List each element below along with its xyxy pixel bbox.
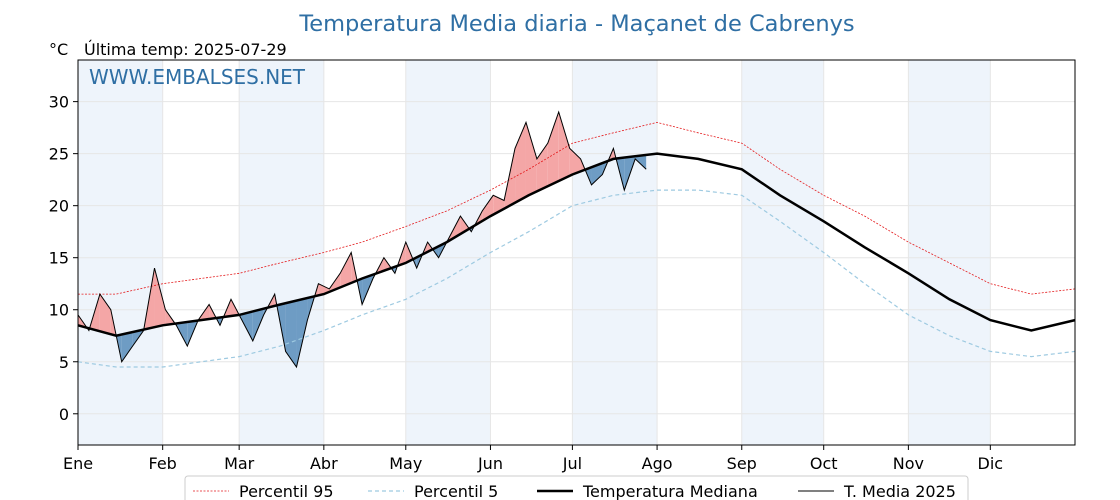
x-tick-label: Jul <box>562 454 582 473</box>
below-median-fill <box>635 154 647 170</box>
x-tick-label: Oct <box>810 454 838 473</box>
x-tick-label: Jun <box>477 454 503 473</box>
y-tick-label: 25 <box>49 145 69 164</box>
y-unit-label: °C <box>49 40 68 59</box>
above-median-fill <box>482 195 494 221</box>
plot-frame <box>77 59 1076 446</box>
y-tick-label: 5 <box>59 353 69 372</box>
above-median-fill <box>99 294 111 335</box>
below-median-fill <box>121 332 133 362</box>
month-band <box>239 60 324 445</box>
legend-label: Percentil 95 <box>239 482 334 500</box>
legend-label: T. Media 2025 <box>843 482 956 500</box>
x-tick-label: Feb <box>149 454 177 473</box>
y-tick-label: 20 <box>49 197 69 216</box>
series-lines <box>77 110 1076 369</box>
month-band <box>78 60 163 445</box>
month-band <box>741 60 824 445</box>
x-tick-label: Nov <box>893 454 924 473</box>
x-tick-label: Ene <box>63 454 93 473</box>
x-tick-label: Ago <box>642 454 673 473</box>
legend: Percentil 95 Percentil 5 Temperatura Media… <box>184 475 969 500</box>
above-median-fill <box>340 252 352 288</box>
y-tick-label: 10 <box>49 301 69 320</box>
above-median-fill <box>154 268 166 328</box>
below-median-fill <box>285 300 297 367</box>
last-temp-label: Última temp: 2025-07-29 <box>84 40 287 59</box>
below-median-fill <box>241 311 253 341</box>
chart-title: Temperatura Media diaria - Maçanet de Ca… <box>298 11 854 37</box>
above-median-fill <box>547 112 559 187</box>
x-axis: Ene Feb Mar Abr May Jun Jul Ago Sep Oct Nov Dic <box>63 445 1003 473</box>
above-median-fill <box>525 122 537 197</box>
series-t-media-2025 <box>77 110 647 369</box>
x-tick-label: May <box>389 454 422 473</box>
below-median-fill <box>591 163 603 185</box>
series-percentil-5 <box>77 189 1076 368</box>
above-median-fill <box>569 148 581 176</box>
legend-label: Temperatura Mediana <box>582 482 758 500</box>
x-tick-label: Abr <box>310 454 338 473</box>
legend-label: Percentil 5 <box>414 482 498 500</box>
month-band <box>572 60 658 445</box>
x-tick-label: Mar <box>224 454 255 473</box>
month-band <box>405 60 491 445</box>
legend-box <box>184 475 969 500</box>
x-tick-label: Sep <box>727 454 757 473</box>
watermark: WWW.EMBALSES.NET <box>89 65 306 89</box>
y-tick-label: 15 <box>49 249 69 268</box>
y-axis: 0 5 10 15 20 25 30 <box>49 93 78 424</box>
series-percentil-95 <box>78 121 1076 295</box>
y-tick-label: 30 <box>49 93 69 112</box>
x-tick-label: Dic <box>978 454 1004 473</box>
below-median-fill <box>296 298 308 367</box>
month-bands <box>78 60 991 445</box>
month-band <box>908 60 991 445</box>
below-median-fill <box>252 308 264 341</box>
y-tick-label: 0 <box>59 405 69 424</box>
above-median-fill <box>558 112 570 181</box>
